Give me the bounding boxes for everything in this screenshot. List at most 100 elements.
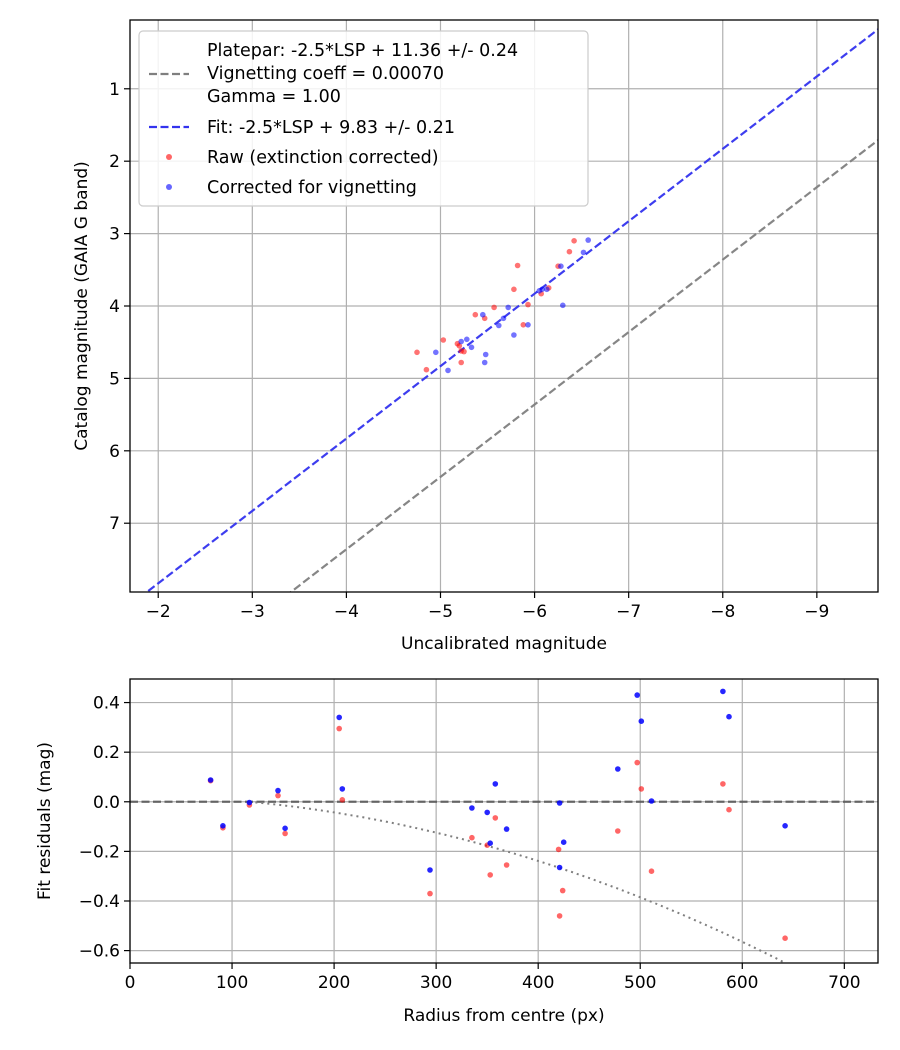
corrected-point — [339, 786, 346, 792]
y-tick-label: 5 — [109, 369, 120, 389]
raw-point — [514, 262, 521, 269]
top-x-axis-label: Uncalibrated magnitude — [401, 634, 607, 654]
x-tick-label: −9 — [804, 602, 829, 622]
raw-point — [282, 830, 288, 837]
raw-point — [520, 322, 527, 328]
raw-point — [440, 337, 447, 343]
bottom-lines — [130, 800, 878, 963]
corrected-point — [445, 367, 451, 374]
x-tick-label: −8 — [710, 602, 735, 622]
y-tick-label: 1 — [109, 80, 120, 100]
platepar-line — [289, 139, 878, 592]
raw-point — [555, 846, 562, 853]
raw-point — [634, 759, 640, 766]
residuals-plot: 0 100 200 300 400 500 600 700 0.4 0.2 0.0 −0.2 −0.4 −… — [35, 678, 879, 1026]
y-tick-label: 7 — [109, 514, 120, 534]
raw-point — [414, 349, 420, 356]
y-tick-label: −0.2 — [79, 842, 120, 862]
x-tick-label: 0 — [125, 973, 136, 993]
corrected-point — [207, 777, 214, 783]
corrected-point — [469, 805, 475, 811]
raw-point — [275, 792, 281, 799]
corrected-point — [464, 336, 470, 343]
corrected-point — [648, 798, 655, 804]
y-tick-label: −0.4 — [79, 892, 120, 912]
y-tick-label: 3 — [109, 225, 120, 245]
raw-point — [456, 343, 463, 349]
top-ticks: −2 −3 −4 −5 −6 −7 −8 −9 1 2 3 4 5 6 7 — [109, 80, 829, 622]
raw-point — [556, 913, 563, 919]
raw-point — [472, 311, 479, 318]
corrected-point — [458, 338, 465, 345]
raw-point — [559, 887, 566, 894]
raw-point — [726, 806, 732, 813]
legend-gamma-label: Gamma = 1.00 — [207, 87, 341, 107]
x-tick-label: 700 — [828, 973, 860, 993]
raw-point — [339, 797, 346, 803]
y-tick-label: 0.4 — [93, 694, 120, 714]
corrected-point — [560, 839, 567, 845]
corrected-point — [638, 718, 645, 724]
legend: Platepar: -2.5*LSP + 11.36 +/- 0.24 Vign… — [138, 30, 589, 207]
x-tick-label: −7 — [616, 602, 641, 622]
bottom-points — [207, 688, 788, 941]
legend-platepar-label: Platepar: -2.5*LSP + 11.36 +/- 0.24 — [207, 41, 518, 61]
calibration-plot: −2 −3 −4 −5 −6 −7 −8 −9 1 2 3 4 5 6 7 Uncalibrated mag… — [72, 19, 879, 654]
corrected-point — [246, 799, 253, 806]
corrected-point — [511, 332, 517, 338]
top-grid — [130, 20, 878, 592]
corrected-point — [720, 688, 726, 695]
corrected-point — [539, 286, 545, 293]
raw-point — [487, 872, 494, 878]
y-tick-label: 4 — [109, 297, 120, 317]
corrected-point — [580, 249, 587, 256]
corrected-point — [634, 692, 640, 698]
corrected-point — [560, 302, 566, 309]
top-points — [414, 237, 591, 374]
bottom-plot-frame — [129, 678, 879, 964]
corrected-point — [544, 286, 550, 293]
y-tick-label: 6 — [109, 442, 120, 462]
corrected-point — [726, 713, 732, 720]
legend-vignetting-label: Vignetting coeff = 0.00070 — [207, 64, 444, 84]
raw-point — [423, 366, 430, 373]
legend-corrected-marker — [166, 184, 172, 190]
corrected-point — [503, 826, 510, 832]
x-tick-label: 600 — [726, 973, 758, 993]
top-y-axis-label: Catalog magnitude (GAIA G band) — [72, 161, 92, 451]
raw-point — [638, 786, 645, 792]
corrected-point — [480, 311, 486, 318]
corrected-point — [282, 825, 288, 832]
y-tick-label: 0.0 — [93, 793, 120, 813]
legend-box — [138, 30, 589, 207]
x-tick-label: 400 — [522, 973, 554, 993]
raw-point — [503, 862, 510, 868]
x-tick-label: 500 — [624, 973, 656, 993]
x-tick-label: −6 — [522, 602, 547, 622]
corrected-point — [427, 867, 433, 873]
corrected-point — [556, 864, 563, 871]
corrected-point — [433, 349, 439, 356]
raw-point — [511, 286, 517, 293]
x-tick-label: 300 — [420, 973, 452, 993]
raw-point — [615, 828, 621, 834]
raw-point — [525, 301, 531, 308]
corrected-point — [482, 351, 489, 358]
x-tick-label: 100 — [216, 973, 248, 993]
raw-point — [648, 868, 655, 874]
x-tick-label: 200 — [318, 973, 350, 993]
raw-point — [782, 935, 788, 941]
corrected-point — [525, 322, 531, 328]
bottom-y-axis-label: Fit residuals (mag) — [35, 742, 55, 900]
legend-raw-label: Raw (extinction corrected) — [207, 148, 439, 168]
corrected-point — [336, 714, 343, 721]
corrected-point — [505, 304, 512, 311]
corrected-point — [585, 237, 591, 243]
raw-point — [571, 238, 577, 244]
corrected-point — [782, 823, 788, 829]
raw-point — [491, 304, 497, 311]
raw-point — [458, 359, 465, 366]
raw-point — [336, 725, 343, 732]
legend-fit-label: Fit: -2.5*LSP + 9.83 +/- 0.21 — [207, 118, 455, 138]
